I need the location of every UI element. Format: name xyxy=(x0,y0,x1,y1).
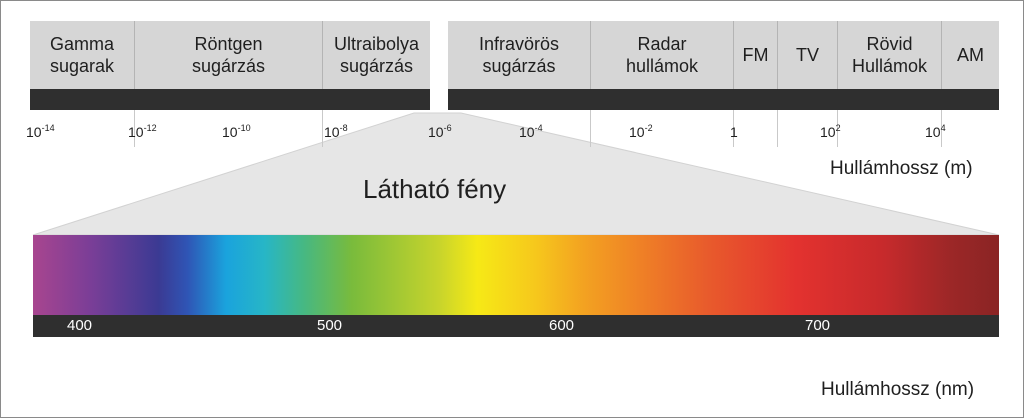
wavelength-tick-label: 10-4 xyxy=(519,123,543,140)
tick-mark xyxy=(322,110,323,147)
band-group-right: Infravörös sugárzás Radar hullámok FM TV… xyxy=(448,21,999,147)
band-am: AM xyxy=(941,21,999,89)
band-radar: Radar hullámok xyxy=(590,21,733,89)
axis-label-meters: Hullámhossz (m) xyxy=(830,158,973,179)
band-tv: TV xyxy=(777,21,837,89)
wavelength-tick-label: 10-14 xyxy=(26,123,55,140)
wavelength-tick-label: 10-8 xyxy=(324,123,348,140)
tick-mark xyxy=(837,110,838,147)
band-gamma: Gamma sugarak xyxy=(30,21,134,89)
wavelength-tick-label: 1 xyxy=(730,124,738,140)
band-fm: FM xyxy=(733,21,777,89)
wavelength-tick-label: 104 xyxy=(925,123,946,140)
tick-mark xyxy=(733,110,734,147)
band-xray: Röntgen sugárzás xyxy=(134,21,322,89)
visible-spectrum-gradient xyxy=(33,235,999,315)
band-bar-left xyxy=(30,89,430,110)
nm-tick-label: 400 xyxy=(67,317,93,334)
wavelength-tick-label: 10-6 xyxy=(428,123,452,140)
tick-mark xyxy=(777,110,778,147)
tick-mark xyxy=(941,110,942,147)
band-infrared: Infravörös sugárzás xyxy=(448,21,590,89)
wavelength-tick-label: 102 xyxy=(820,123,841,140)
tick-mark xyxy=(590,110,591,147)
axis-label-nanometers: Hullámhossz (nm) xyxy=(821,379,975,400)
band-ultraviolet: Ultraibolya sugárzás xyxy=(322,21,430,89)
band-bar-right xyxy=(448,89,999,110)
nm-tick-label: 500 xyxy=(317,317,343,334)
nm-tick-label: 600 xyxy=(549,317,575,334)
wavelength-tick-label: 10-12 xyxy=(128,123,157,140)
nm-tick-label: 700 xyxy=(805,317,831,334)
band-group-left: Gamma sugarak Röntgen sugárzás Ultraibol… xyxy=(30,21,430,147)
tick-mark xyxy=(134,110,135,147)
band-shortwave: Rövid Hullámok xyxy=(837,21,941,89)
wavelength-tick-label: 10-2 xyxy=(629,123,653,140)
nm-scale-bar xyxy=(33,315,999,337)
visible-light-title: Látható fény xyxy=(363,174,507,204)
wavelength-tick-label: 10-10 xyxy=(222,123,251,140)
